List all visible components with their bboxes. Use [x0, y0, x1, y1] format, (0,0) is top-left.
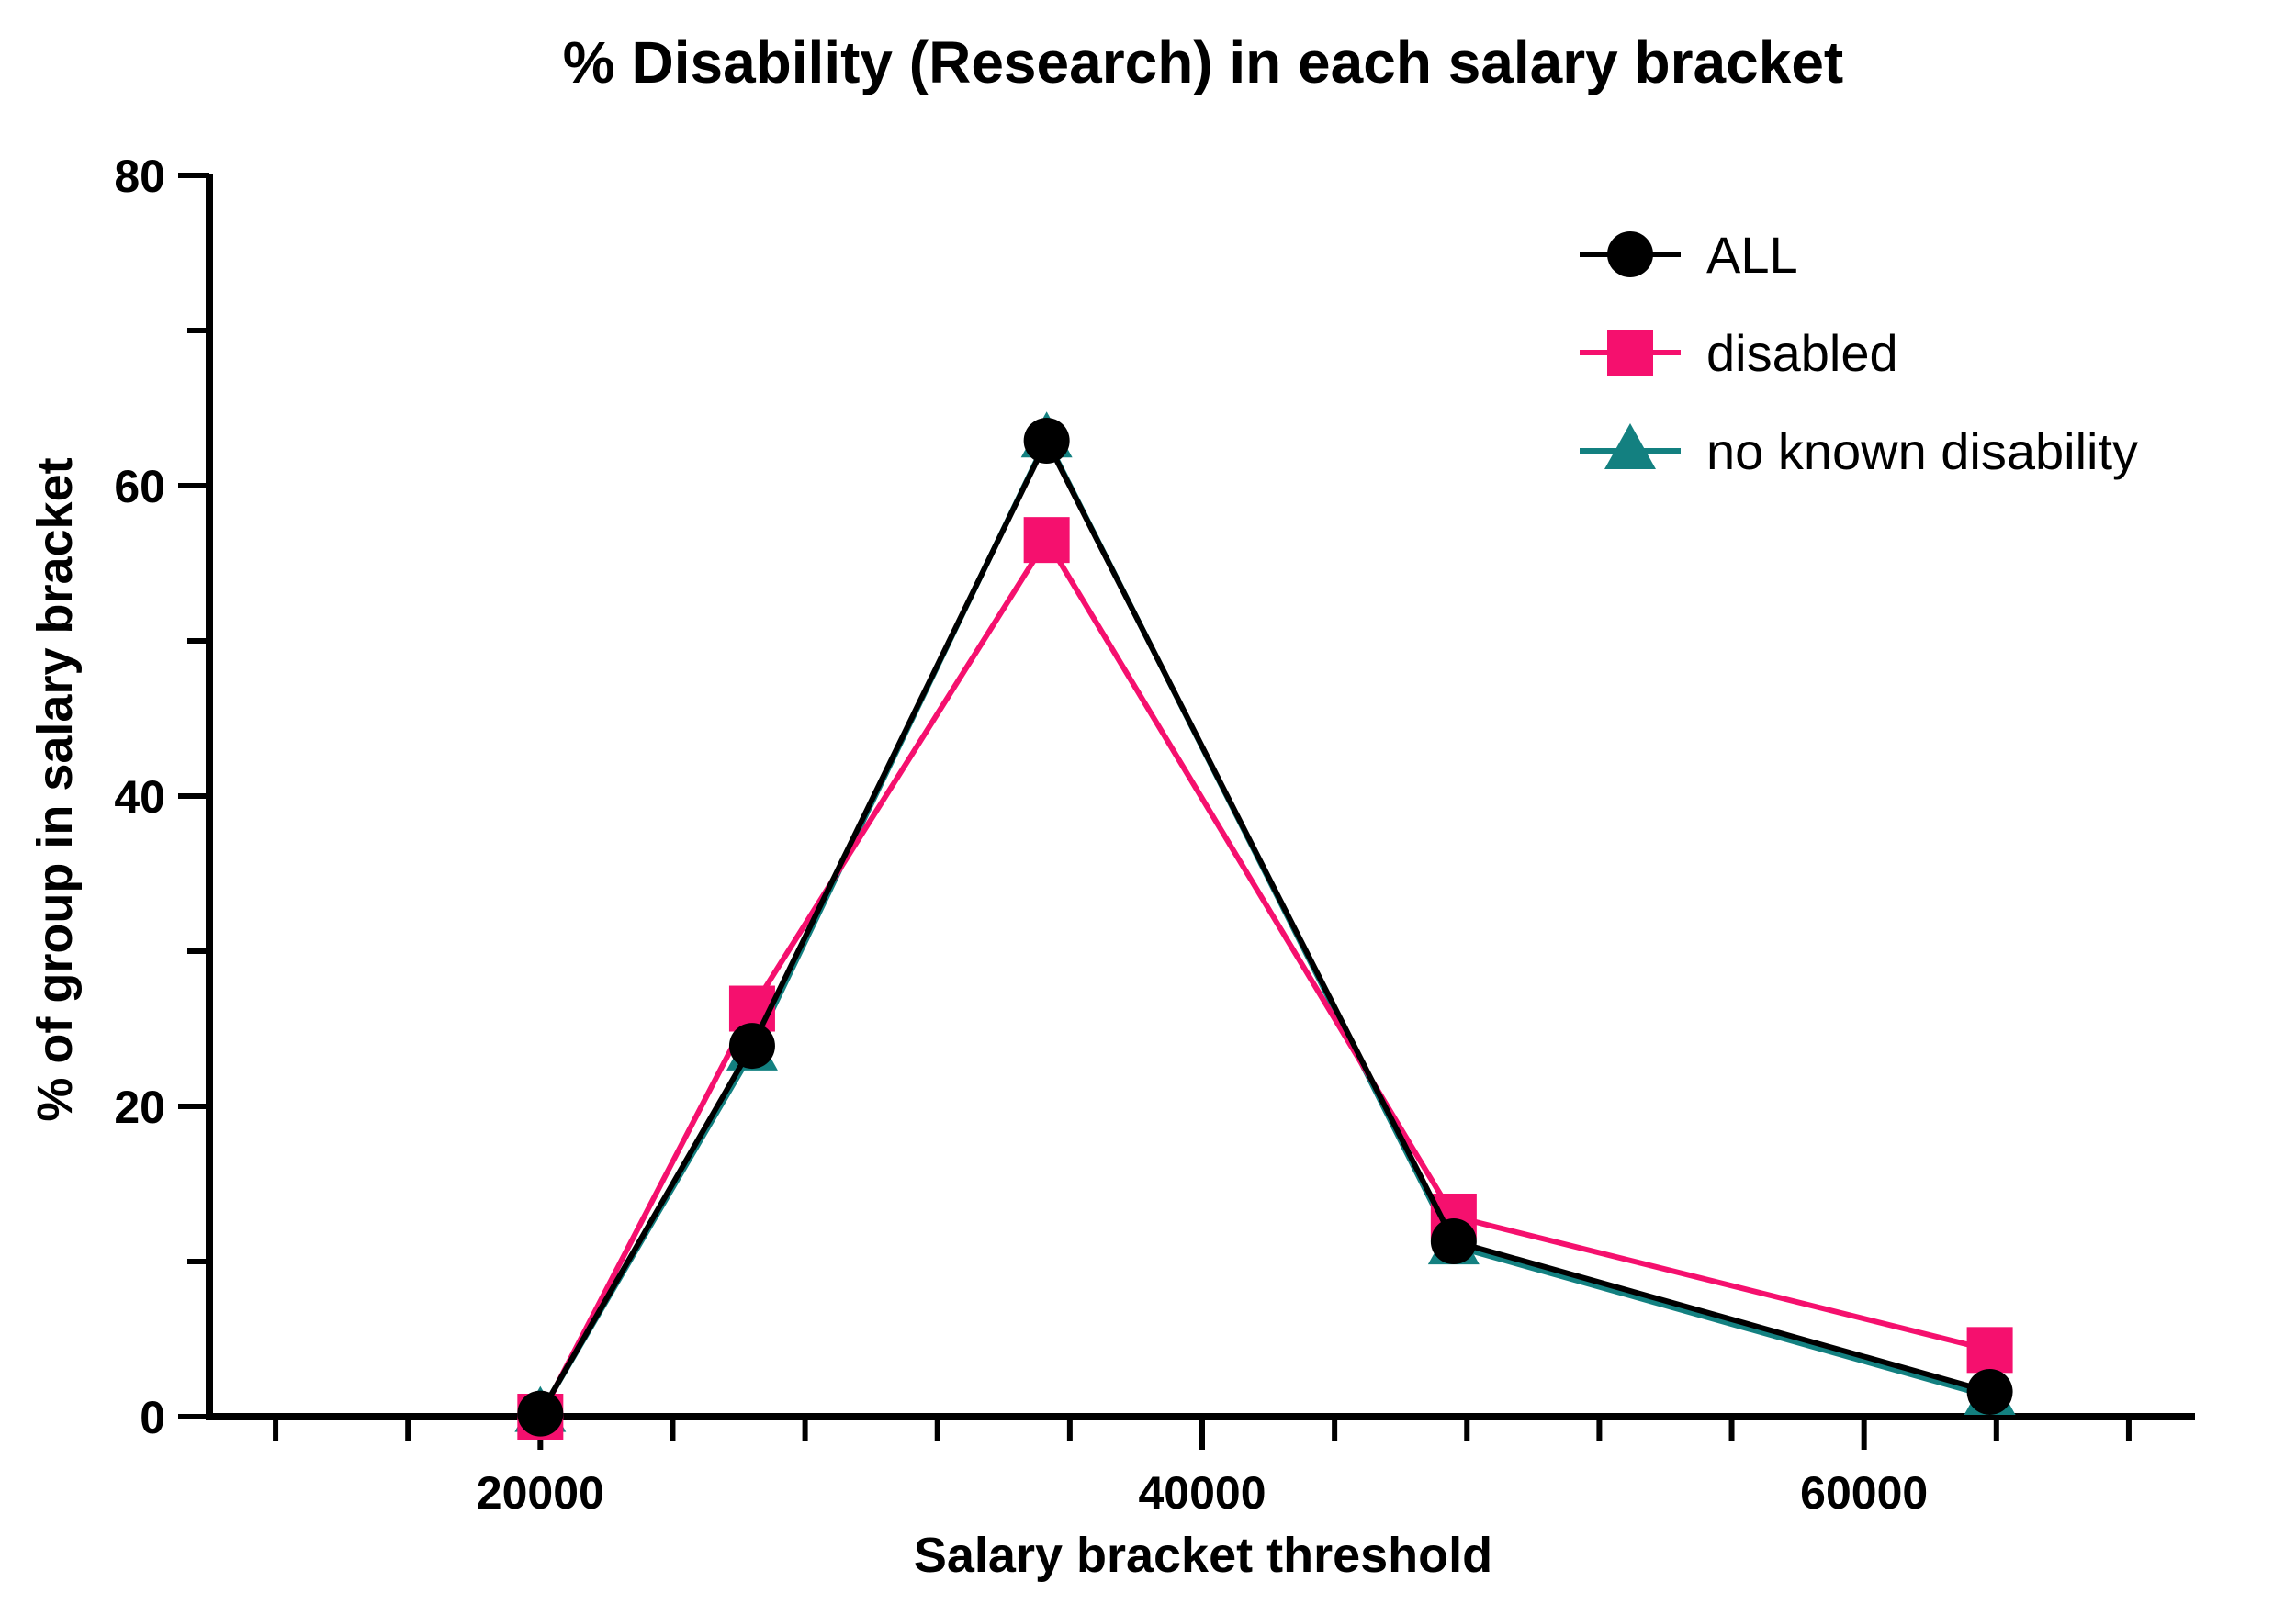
legend-marker-triangle	[1604, 423, 1656, 469]
y-tick-label: 20	[114, 1082, 165, 1133]
series-no-known-disability	[514, 411, 2016, 1432]
y-axis-label: % of group in salary bracket	[28, 457, 83, 1121]
legend-item-all: ALL	[1580, 226, 1798, 284]
data-point-all	[517, 1390, 564, 1437]
y-tick-label: 40	[114, 771, 165, 823]
legend-label: no known disability	[1706, 422, 2138, 480]
legend-label: disabled	[1706, 324, 1898, 382]
data-point-disabled	[1023, 517, 1070, 564]
y-tick-label: 0	[140, 1392, 165, 1443]
series-line-disabled	[537, 537, 1991, 1419]
legend-marker-circle	[1607, 231, 1653, 277]
series-disabled	[517, 517, 2013, 1440]
x-axis-label: Salary bracket threshold	[914, 1528, 1492, 1583]
legend-item-disabled: disabled	[1580, 324, 1898, 382]
chart-title: % Disability (Research) in each salary b…	[563, 29, 1843, 95]
data-point-all	[1430, 1218, 1477, 1265]
data-point-all	[728, 1023, 775, 1070]
data-point-all	[1966, 1368, 2013, 1415]
series-all	[517, 417, 2013, 1437]
y-tick-label: 60	[114, 461, 165, 512]
series-line-all	[537, 437, 1991, 1416]
legend-marker-square	[1607, 330, 1653, 376]
series-layer	[514, 411, 2016, 1440]
legend-label: ALL	[1706, 226, 1798, 284]
x-tick-label: 20000	[477, 1467, 604, 1519]
data-point-disabled	[1966, 1327, 2013, 1374]
legend-item-no-known-disability: no known disability	[1580, 422, 2138, 480]
x-tick-label: 40000	[1138, 1467, 1266, 1519]
y-tick-label: 80	[114, 151, 165, 202]
legend: ALL disabled no known disability	[1580, 226, 2138, 480]
data-point-all	[1023, 417, 1070, 464]
x-tick-label: 60000	[1800, 1467, 1928, 1519]
series-line-no-known-disability	[537, 436, 1991, 1416]
